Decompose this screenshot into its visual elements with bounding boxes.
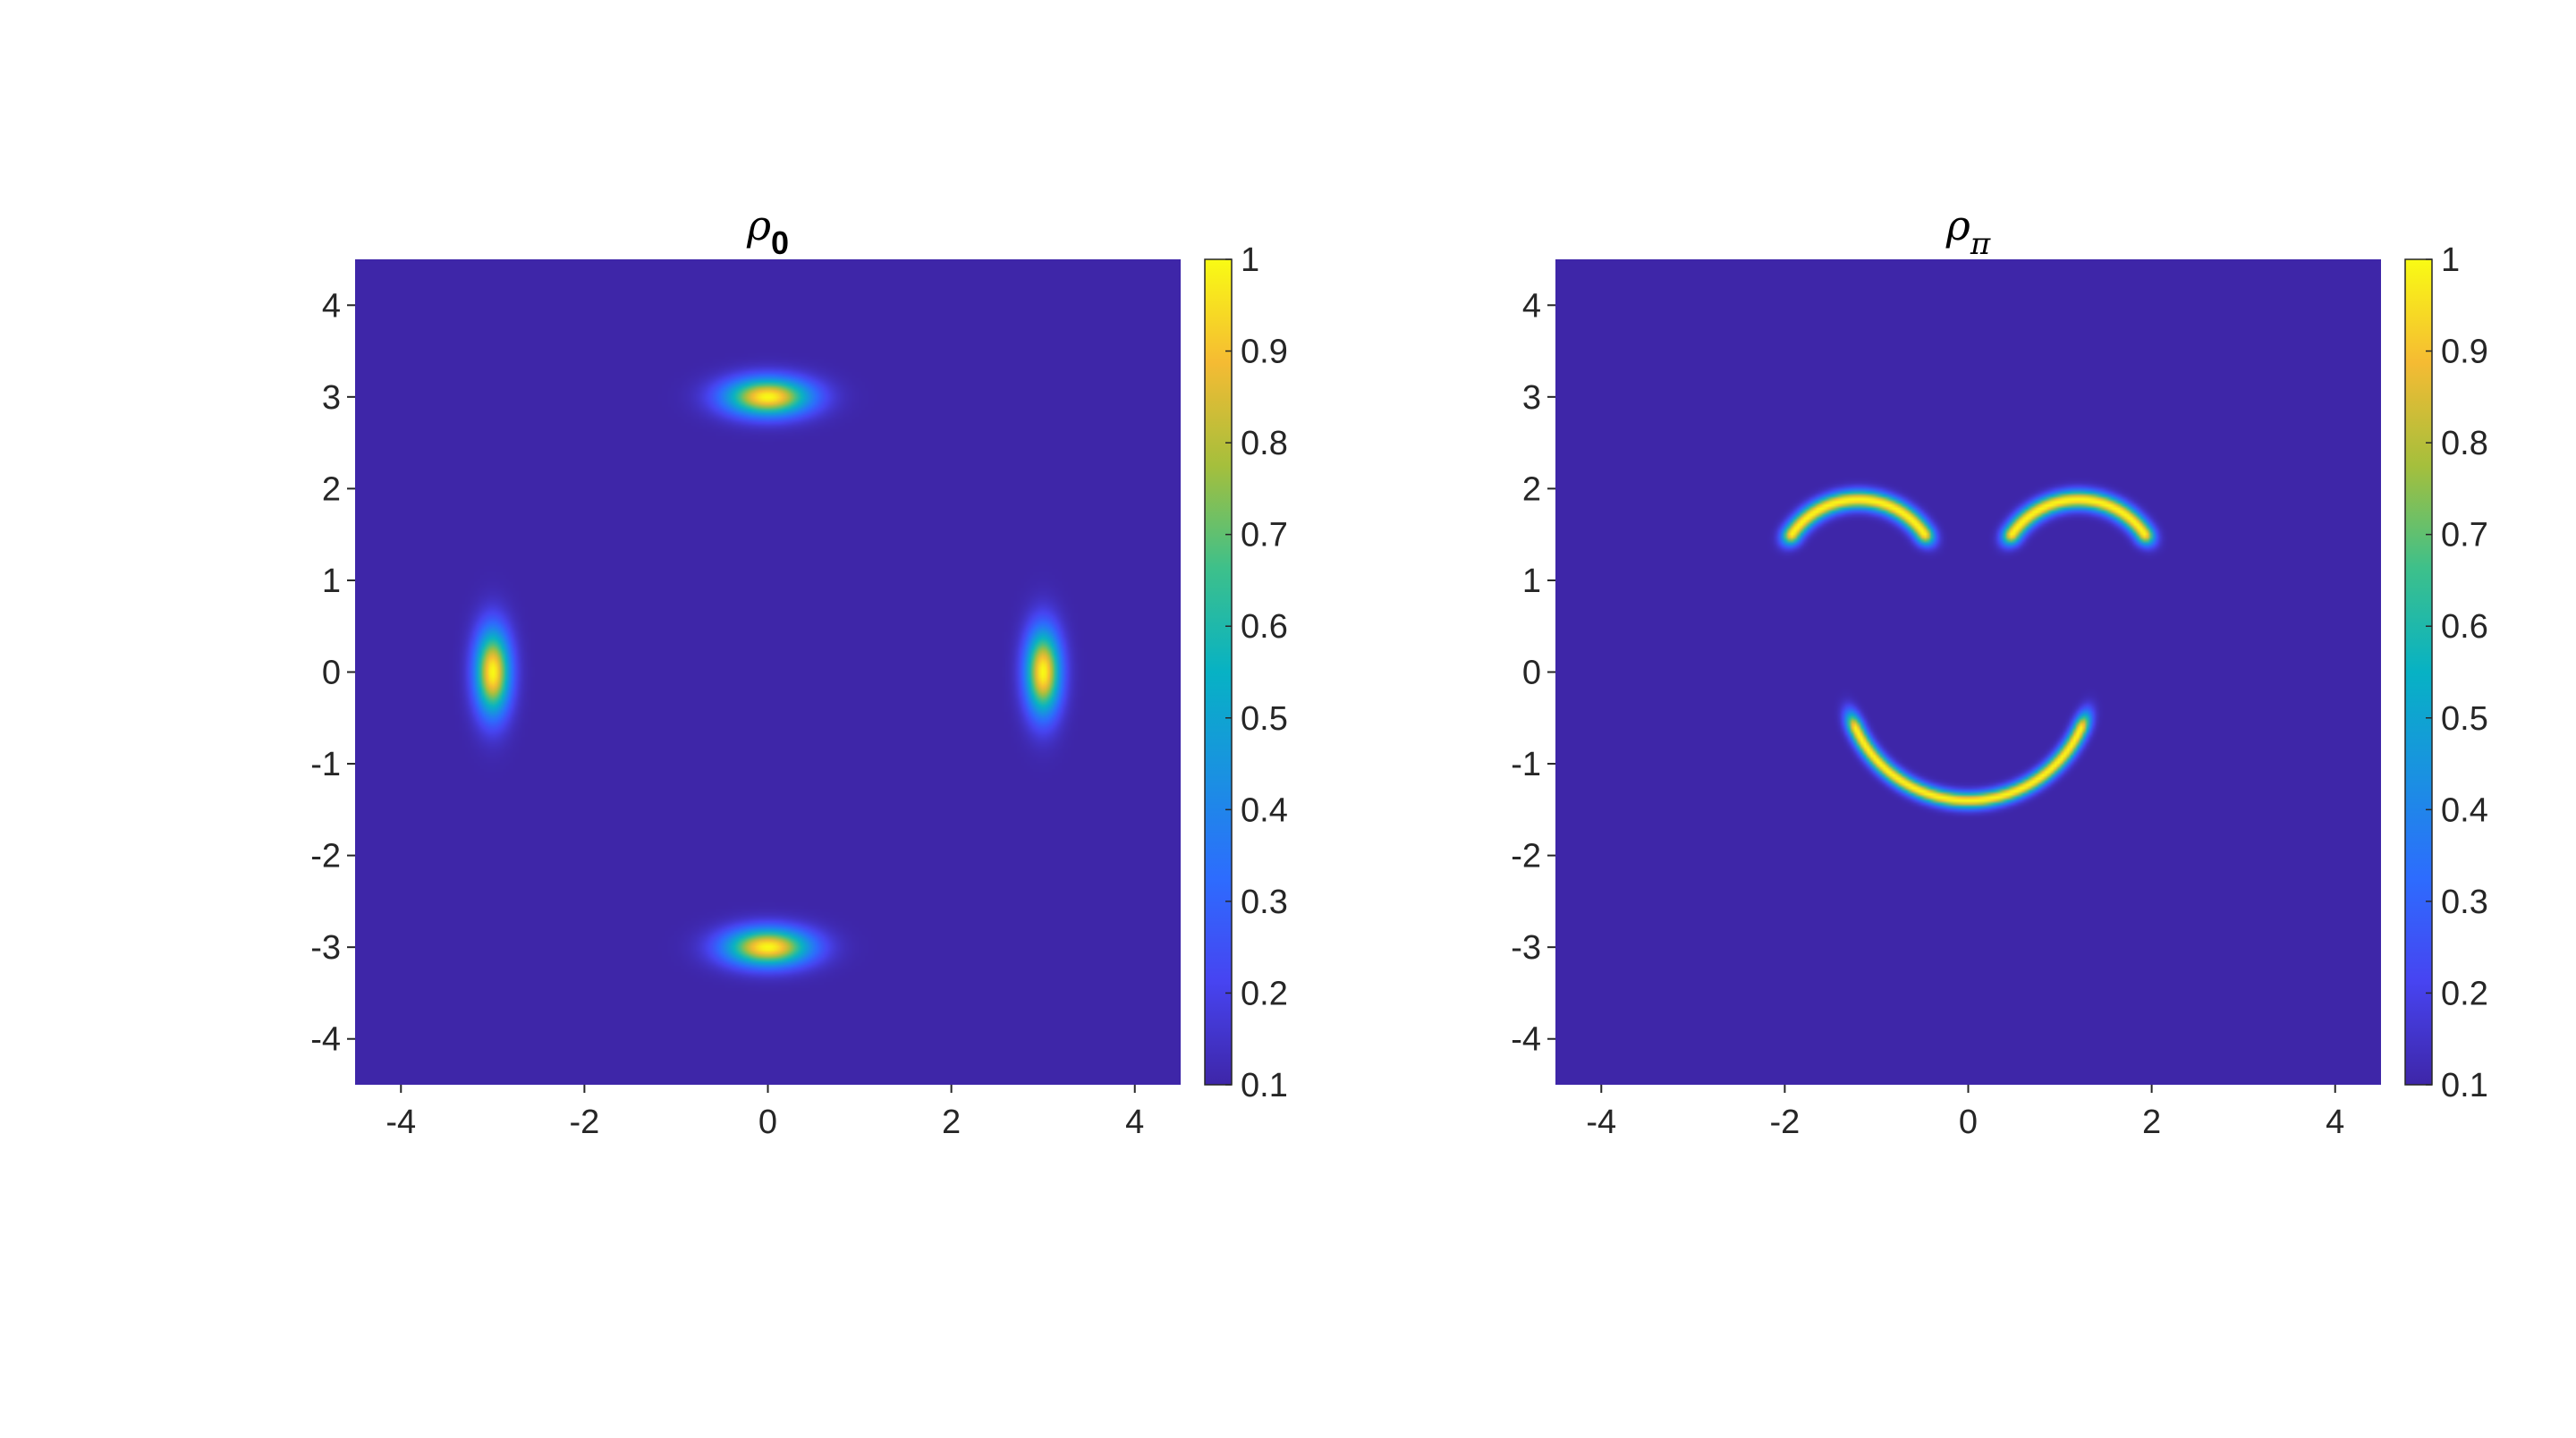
colorbar-tick-label: 0.7 [2441,517,2488,554]
colorbar-tick-label: 0.3 [1241,884,1288,921]
title-subscript: π [1970,226,1991,262]
colorbar-tick-label: 0.7 [1241,517,1288,554]
y-tick-label: 2 [1522,470,1541,508]
y-tick-label: -4 [310,1021,341,1059]
colorbar-tick-label: 0.4 [1241,791,1288,829]
y-tick-label: 4 [1522,287,1541,325]
colorbar [1204,258,1233,1086]
y-tick-label: -3 [310,929,341,967]
colorbar-tick-label: 0.9 [1241,334,1288,371]
colorbar-tick-label: 0.5 [1241,700,1288,738]
x-tick-label: 0 [758,1104,777,1141]
y-tick-label: 2 [322,470,341,508]
x-tick-label: 4 [1125,1104,1144,1141]
colorbar-tick-label: 0.1 [2441,1067,2488,1104]
colorbar-tick-label: 0.2 [2441,975,2488,1012]
y-tick-label: -3 [1511,929,1541,967]
title-symbol: ρ [746,201,771,250]
y-tick-label: 1 [322,563,341,600]
x-tick-label: 4 [2326,1104,2344,1141]
x-tick-label: -2 [1769,1104,1800,1141]
y-tick-label: 3 [1522,379,1541,417]
title-symbol: ρ [1945,201,1970,250]
y-tick-label: 3 [322,379,341,417]
colorbar-tick-label: 0.8 [2441,425,2488,462]
x-tick-label: 0 [1959,1104,1978,1141]
y-tick-label: 1 [1522,563,1541,600]
chart-title: ρπ [1945,201,1991,262]
y-tick-label: 0 [1522,655,1541,692]
chart-title: ρ0 [746,201,789,261]
colorbar [2404,258,2433,1086]
heatmap-image [355,259,1181,1085]
colorbar-tick-label: 0.1 [1241,1067,1288,1104]
x-tick-label: -2 [569,1104,599,1141]
y-tick-label: -1 [1511,746,1541,783]
colorbar-tick-label: 0.8 [1241,425,1288,462]
colorbar-tick-label: 0.4 [2441,791,2488,829]
x-tick-label: 2 [2142,1104,2161,1141]
colorbar-tick-label: 0.6 [1241,608,1288,646]
title-subscript: 0 [771,224,789,261]
chart-panel-1: ρ0-4 -2 0 2 4-4-3-2-1012340.10.20.30.40.50.6… [310,201,1288,1141]
x-tick-label: 2 [942,1104,961,1141]
colorbar-tick-label: 1 [2441,241,2460,279]
colorbar-tick-label: 0.2 [1241,975,1288,1012]
colorbar-tick-label: 0.3 [2441,884,2488,921]
y-tick-label: -1 [310,746,341,783]
y-tick-label: 0 [322,655,341,692]
colorbar-tick-label: 0.5 [2441,700,2488,738]
y-tick-label: -2 [1511,838,1541,875]
y-tick-label: -4 [1511,1021,1541,1059]
chart-panel-2: ρπ -4 -2 0 2 4 -4 -3 -2 -1 0 1 2 3 4 0.1 0.2 0.3 0.4 0.5 0.6… [1511,201,2488,1141]
x-tick-label: -4 [386,1104,416,1141]
heatmap-image [1555,259,2381,1085]
colorbar-tick-label: 0.6 [2441,608,2488,646]
y-tick-label: -2 [310,838,341,875]
y-tick-label: 4 [322,287,341,325]
colorbar-tick-label: 0.9 [2441,334,2488,371]
x-tick-label: -4 [1586,1104,1616,1141]
colorbar-tick-label: 1 [1241,241,1259,279]
